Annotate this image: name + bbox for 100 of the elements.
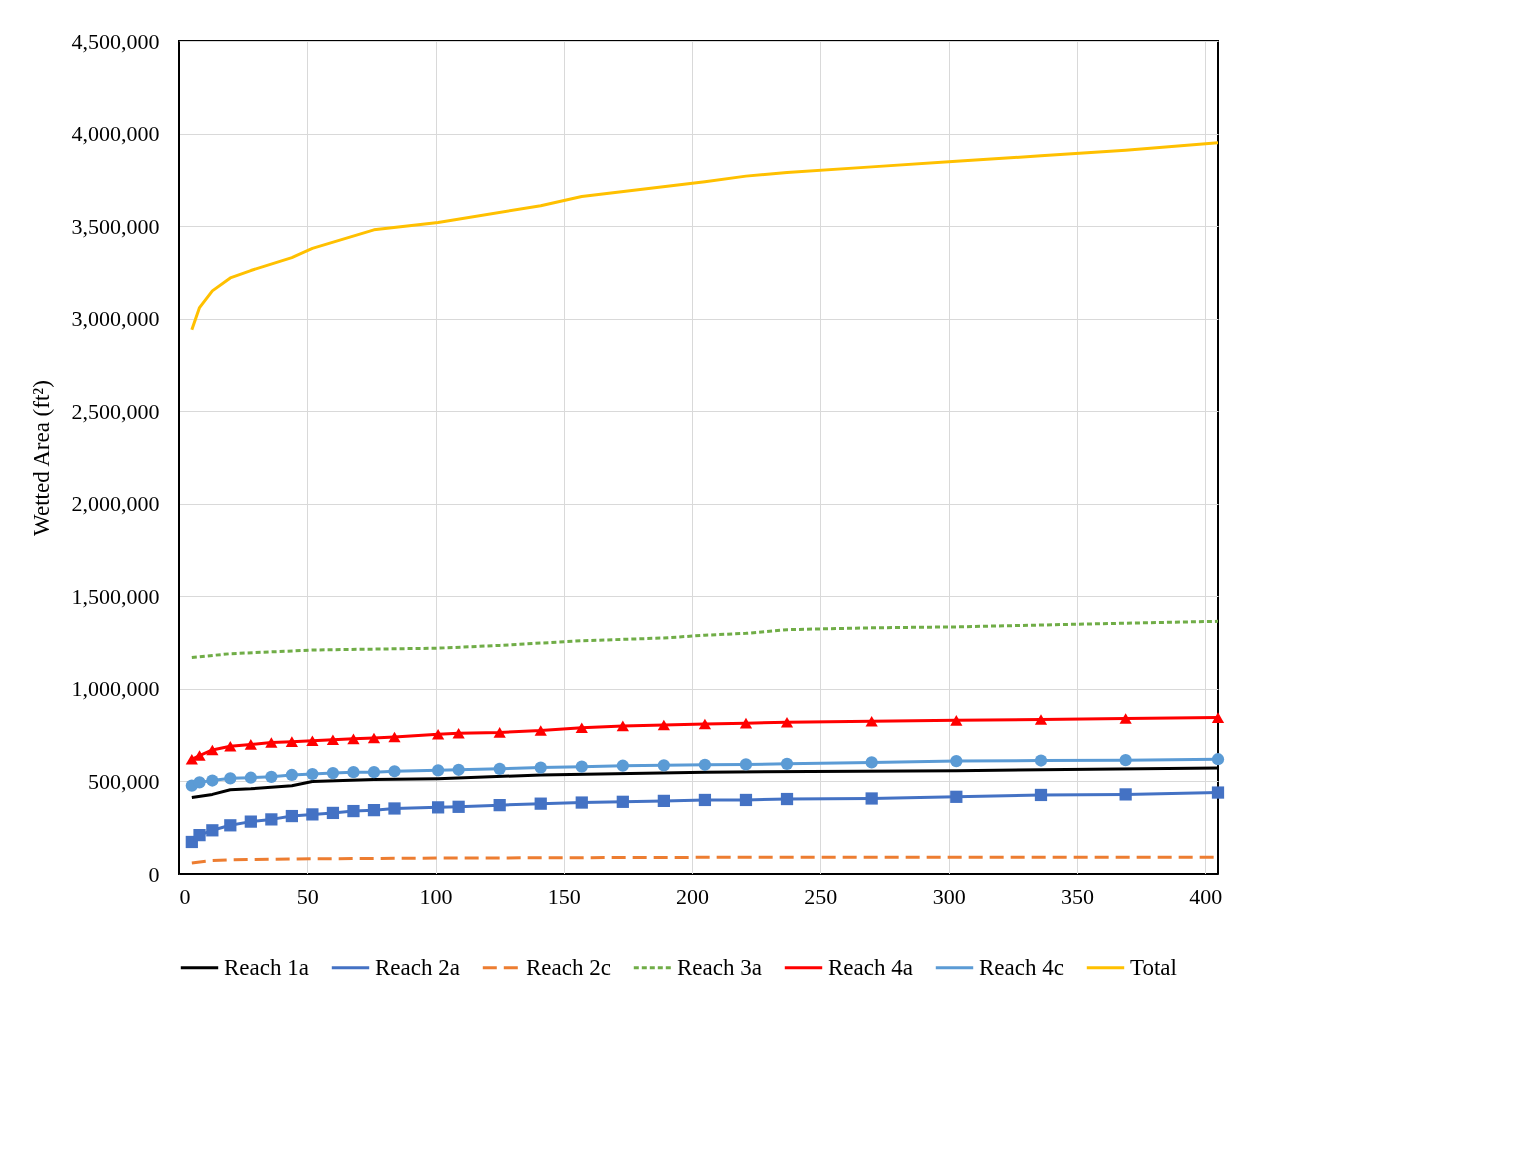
point bbox=[739, 717, 753, 729]
point bbox=[431, 801, 445, 814]
point bbox=[388, 765, 401, 778]
point bbox=[575, 760, 588, 773]
y-tick-label: 4,000,000 bbox=[71, 121, 160, 147]
point bbox=[431, 764, 445, 777]
y-tick-label: 2,000,000 bbox=[71, 491, 160, 517]
point bbox=[739, 793, 753, 807]
point bbox=[1119, 713, 1132, 724]
point bbox=[206, 774, 219, 787]
point bbox=[347, 733, 360, 745]
point bbox=[616, 759, 629, 772]
point bbox=[244, 815, 257, 828]
point bbox=[224, 819, 237, 832]
point bbox=[950, 715, 963, 726]
point bbox=[616, 795, 629, 808]
point bbox=[206, 824, 219, 837]
point bbox=[616, 720, 629, 732]
point bbox=[367, 804, 381, 817]
point bbox=[575, 796, 588, 809]
point bbox=[265, 770, 278, 783]
line-series bbox=[190, 141, 1218, 332]
y-tick-label: 2,500,000 bbox=[71, 398, 160, 424]
point bbox=[452, 763, 465, 776]
point bbox=[452, 800, 465, 813]
legend-label: Total bbox=[1130, 954, 1177, 980]
point bbox=[388, 802, 401, 815]
legend-label: Reach 3a bbox=[677, 954, 762, 980]
y-tick-label: 1,000,000 bbox=[71, 676, 160, 702]
point bbox=[865, 792, 878, 805]
point bbox=[265, 737, 278, 748]
point bbox=[534, 797, 547, 810]
point bbox=[865, 715, 878, 727]
line-series bbox=[190, 619, 1218, 659]
point bbox=[285, 736, 298, 747]
point bbox=[206, 744, 219, 756]
point bbox=[431, 728, 445, 740]
point bbox=[326, 734, 340, 746]
point bbox=[698, 758, 712, 771]
point bbox=[780, 792, 794, 806]
point bbox=[244, 739, 257, 750]
x-tick-label: 350 bbox=[1060, 883, 1094, 909]
point bbox=[185, 753, 198, 765]
point bbox=[575, 722, 588, 734]
x-tick-label: 50 bbox=[296, 883, 319, 909]
y-tick-label: 3,000,000 bbox=[71, 306, 160, 332]
legend-label: Reach 1a bbox=[224, 954, 309, 980]
legend-label: Reach 4a bbox=[828, 954, 913, 980]
point bbox=[698, 718, 712, 730]
x-tick-label: 300 bbox=[932, 883, 966, 909]
y-tick-label: 3,500,000 bbox=[71, 213, 160, 239]
y-tick-label: 500,000 bbox=[88, 768, 160, 794]
point bbox=[657, 794, 670, 807]
point bbox=[950, 754, 963, 768]
legend-label: Reach 2a bbox=[375, 954, 460, 980]
point bbox=[698, 793, 712, 807]
point bbox=[780, 716, 794, 728]
legend-label: Reach 4c bbox=[979, 954, 1064, 980]
x-tick-label: 200 bbox=[676, 883, 710, 909]
point bbox=[306, 808, 319, 821]
point bbox=[326, 767, 340, 780]
point bbox=[306, 735, 319, 747]
point bbox=[865, 756, 878, 769]
point bbox=[657, 759, 670, 772]
y-tick-label: 0 bbox=[148, 861, 160, 887]
point bbox=[657, 719, 670, 731]
point bbox=[1034, 788, 1048, 802]
point bbox=[493, 762, 506, 775]
point bbox=[347, 804, 360, 818]
point bbox=[244, 771, 257, 784]
y-tick-label: 1,500,000 bbox=[71, 583, 160, 609]
point bbox=[950, 790, 963, 803]
point bbox=[285, 768, 298, 782]
point bbox=[388, 731, 401, 743]
point bbox=[534, 761, 547, 774]
point bbox=[193, 776, 206, 789]
point bbox=[1211, 712, 1225, 723]
legend-label: Reach 2c bbox=[526, 954, 611, 980]
point bbox=[1211, 753, 1225, 766]
point bbox=[452, 728, 465, 739]
x-tick-label: 0 bbox=[179, 883, 191, 909]
point bbox=[1034, 754, 1048, 767]
point bbox=[193, 829, 206, 842]
x-tick-label: 250 bbox=[804, 883, 838, 909]
x-tick-label: 100 bbox=[419, 883, 453, 909]
x-tick-label: 150 bbox=[547, 883, 581, 909]
point bbox=[1119, 788, 1132, 801]
point bbox=[534, 725, 547, 736]
point bbox=[493, 799, 506, 812]
point bbox=[493, 727, 506, 738]
point bbox=[347, 766, 360, 779]
point bbox=[1119, 754, 1132, 767]
point bbox=[1034, 714, 1048, 725]
point bbox=[1211, 786, 1225, 799]
point bbox=[265, 813, 278, 826]
point bbox=[224, 740, 237, 752]
point bbox=[224, 772, 237, 785]
y-tick-label: 4,500,000 bbox=[71, 28, 160, 54]
point bbox=[326, 806, 340, 820]
x-tick-label: 400 bbox=[1189, 883, 1223, 909]
